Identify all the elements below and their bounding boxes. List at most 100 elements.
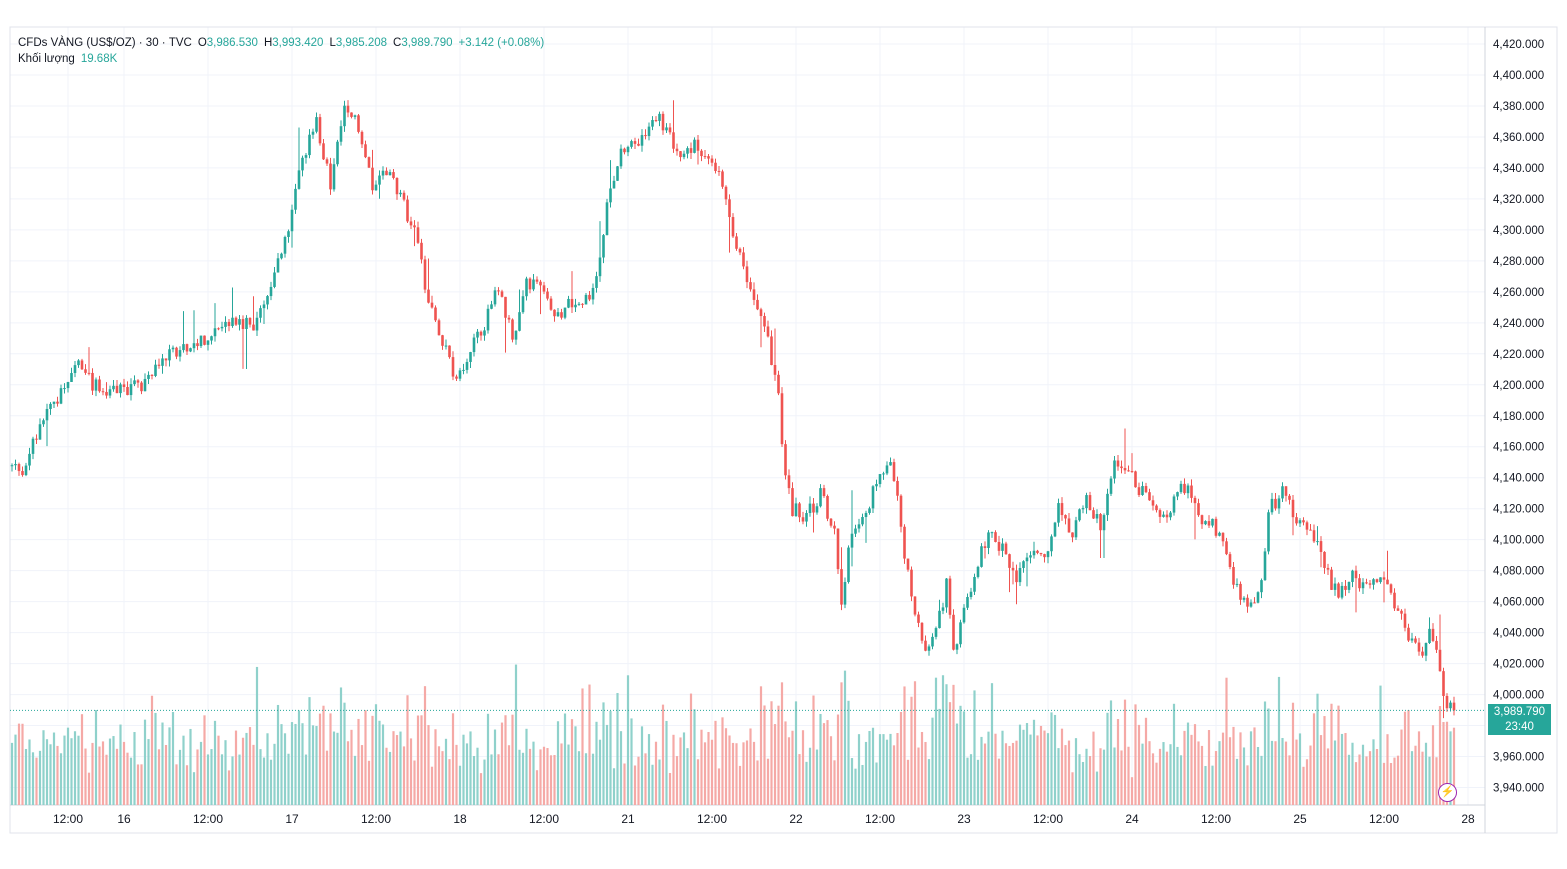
x-tick-label: 12:00 <box>361 812 391 826</box>
volume-bar <box>42 730 45 805</box>
volume-bar <box>1116 719 1120 805</box>
candle-body <box>644 135 647 137</box>
candle-body <box>465 361 469 370</box>
candle-body <box>633 141 637 144</box>
high-value: 3,993.420 <box>272 37 324 49</box>
volume-bar <box>483 759 486 805</box>
x-tick-label: 12:00 <box>1033 812 1063 826</box>
candle-body <box>815 506 819 513</box>
volume-bar <box>248 727 252 805</box>
interval-label[interactable]: 30 <box>145 37 159 49</box>
candle-body <box>871 486 875 509</box>
candle-body <box>1204 521 1207 525</box>
volume-bar <box>395 735 399 805</box>
volume-bar <box>318 713 322 805</box>
volume-bar <box>672 734 675 805</box>
volume-bar <box>1162 742 1165 805</box>
candle-body <box>913 596 917 615</box>
volume-bar <box>504 715 507 805</box>
volume-bar <box>1032 719 1036 805</box>
volume-bar <box>1249 731 1253 805</box>
volume-bar <box>808 747 812 805</box>
volume-bar <box>1085 748 1088 805</box>
volume-bar <box>332 731 336 805</box>
candle-body <box>224 321 227 327</box>
volume-bar <box>385 747 388 805</box>
volume-bar <box>178 749 182 805</box>
volume-bar <box>17 723 21 805</box>
candle-body <box>549 298 553 310</box>
volume-bar <box>1137 724 1141 805</box>
candle-body <box>574 304 577 308</box>
volume-bar <box>528 748 532 805</box>
candle-body <box>1011 567 1015 571</box>
volume-bar <box>168 727 171 805</box>
candle-body <box>213 328 217 337</box>
candle-body <box>441 335 444 346</box>
volume-bar <box>553 755 556 805</box>
candle-body <box>1253 602 1256 604</box>
candle-body <box>1193 497 1197 504</box>
candle-body <box>1172 496 1176 513</box>
volume-bar <box>616 693 619 805</box>
volume-bar <box>1372 739 1375 805</box>
volume-bar <box>143 719 147 805</box>
volume-bar <box>1316 693 1319 805</box>
candle-body <box>1057 503 1060 523</box>
candle-body <box>31 438 35 454</box>
candle-body <box>861 517 864 525</box>
candle-body <box>623 148 626 153</box>
volume-bar <box>507 745 511 805</box>
candle-body <box>336 141 339 165</box>
volume-label[interactable]: Khối lượng <box>18 53 75 65</box>
candle-body <box>1004 543 1008 555</box>
volume-bar <box>1246 765 1249 805</box>
volume-bar <box>1113 747 1116 805</box>
volume-bar <box>728 735 731 805</box>
volume-bar <box>801 730 805 805</box>
volume-bar <box>521 752 525 805</box>
candle-body <box>364 144 367 158</box>
x-tick-label: 23 <box>957 812 971 826</box>
candle-body <box>217 328 220 330</box>
candle-body <box>1092 510 1095 519</box>
volume-bar <box>805 761 808 805</box>
volume-bar <box>1015 740 1018 805</box>
volume-bar <box>126 752 129 805</box>
volume-bar <box>129 757 133 805</box>
volume-bar <box>357 718 360 805</box>
candle-body <box>724 186 728 200</box>
candle-body <box>147 374 150 379</box>
volume-bar <box>815 749 819 805</box>
candle-body <box>35 438 38 440</box>
volume-bar <box>273 743 276 805</box>
candle-body <box>1375 579 1379 583</box>
candle-body <box>346 105 350 113</box>
volume-bar <box>210 749 213 805</box>
volume-bar <box>1120 750 1123 805</box>
candle-body <box>112 385 115 390</box>
candle-body <box>1333 583 1337 590</box>
candle-body <box>938 610 941 629</box>
candle-body <box>339 126 343 142</box>
candle-body <box>514 330 518 340</box>
candle-body <box>1141 486 1144 496</box>
symbol-name[interactable]: CFDs VÀNG (US$/OZ) <box>18 37 136 49</box>
candle-body <box>483 330 486 336</box>
candle-body <box>1295 517 1298 524</box>
volume-bar <box>1242 747 1246 805</box>
volume-bar <box>574 726 577 805</box>
volume-bar <box>122 741 126 805</box>
volume-bar <box>623 763 626 805</box>
volume-bar <box>311 725 315 805</box>
lightning-icon[interactable]: ⚡ <box>1438 783 1457 802</box>
candle-body <box>371 167 374 191</box>
candle-body <box>1400 610 1403 614</box>
volume-bar <box>63 735 66 805</box>
candle-body <box>847 547 850 582</box>
volume-bar <box>147 739 150 805</box>
volume-bar <box>108 738 112 805</box>
volume-bar <box>532 741 535 805</box>
volume-bar <box>364 710 367 805</box>
